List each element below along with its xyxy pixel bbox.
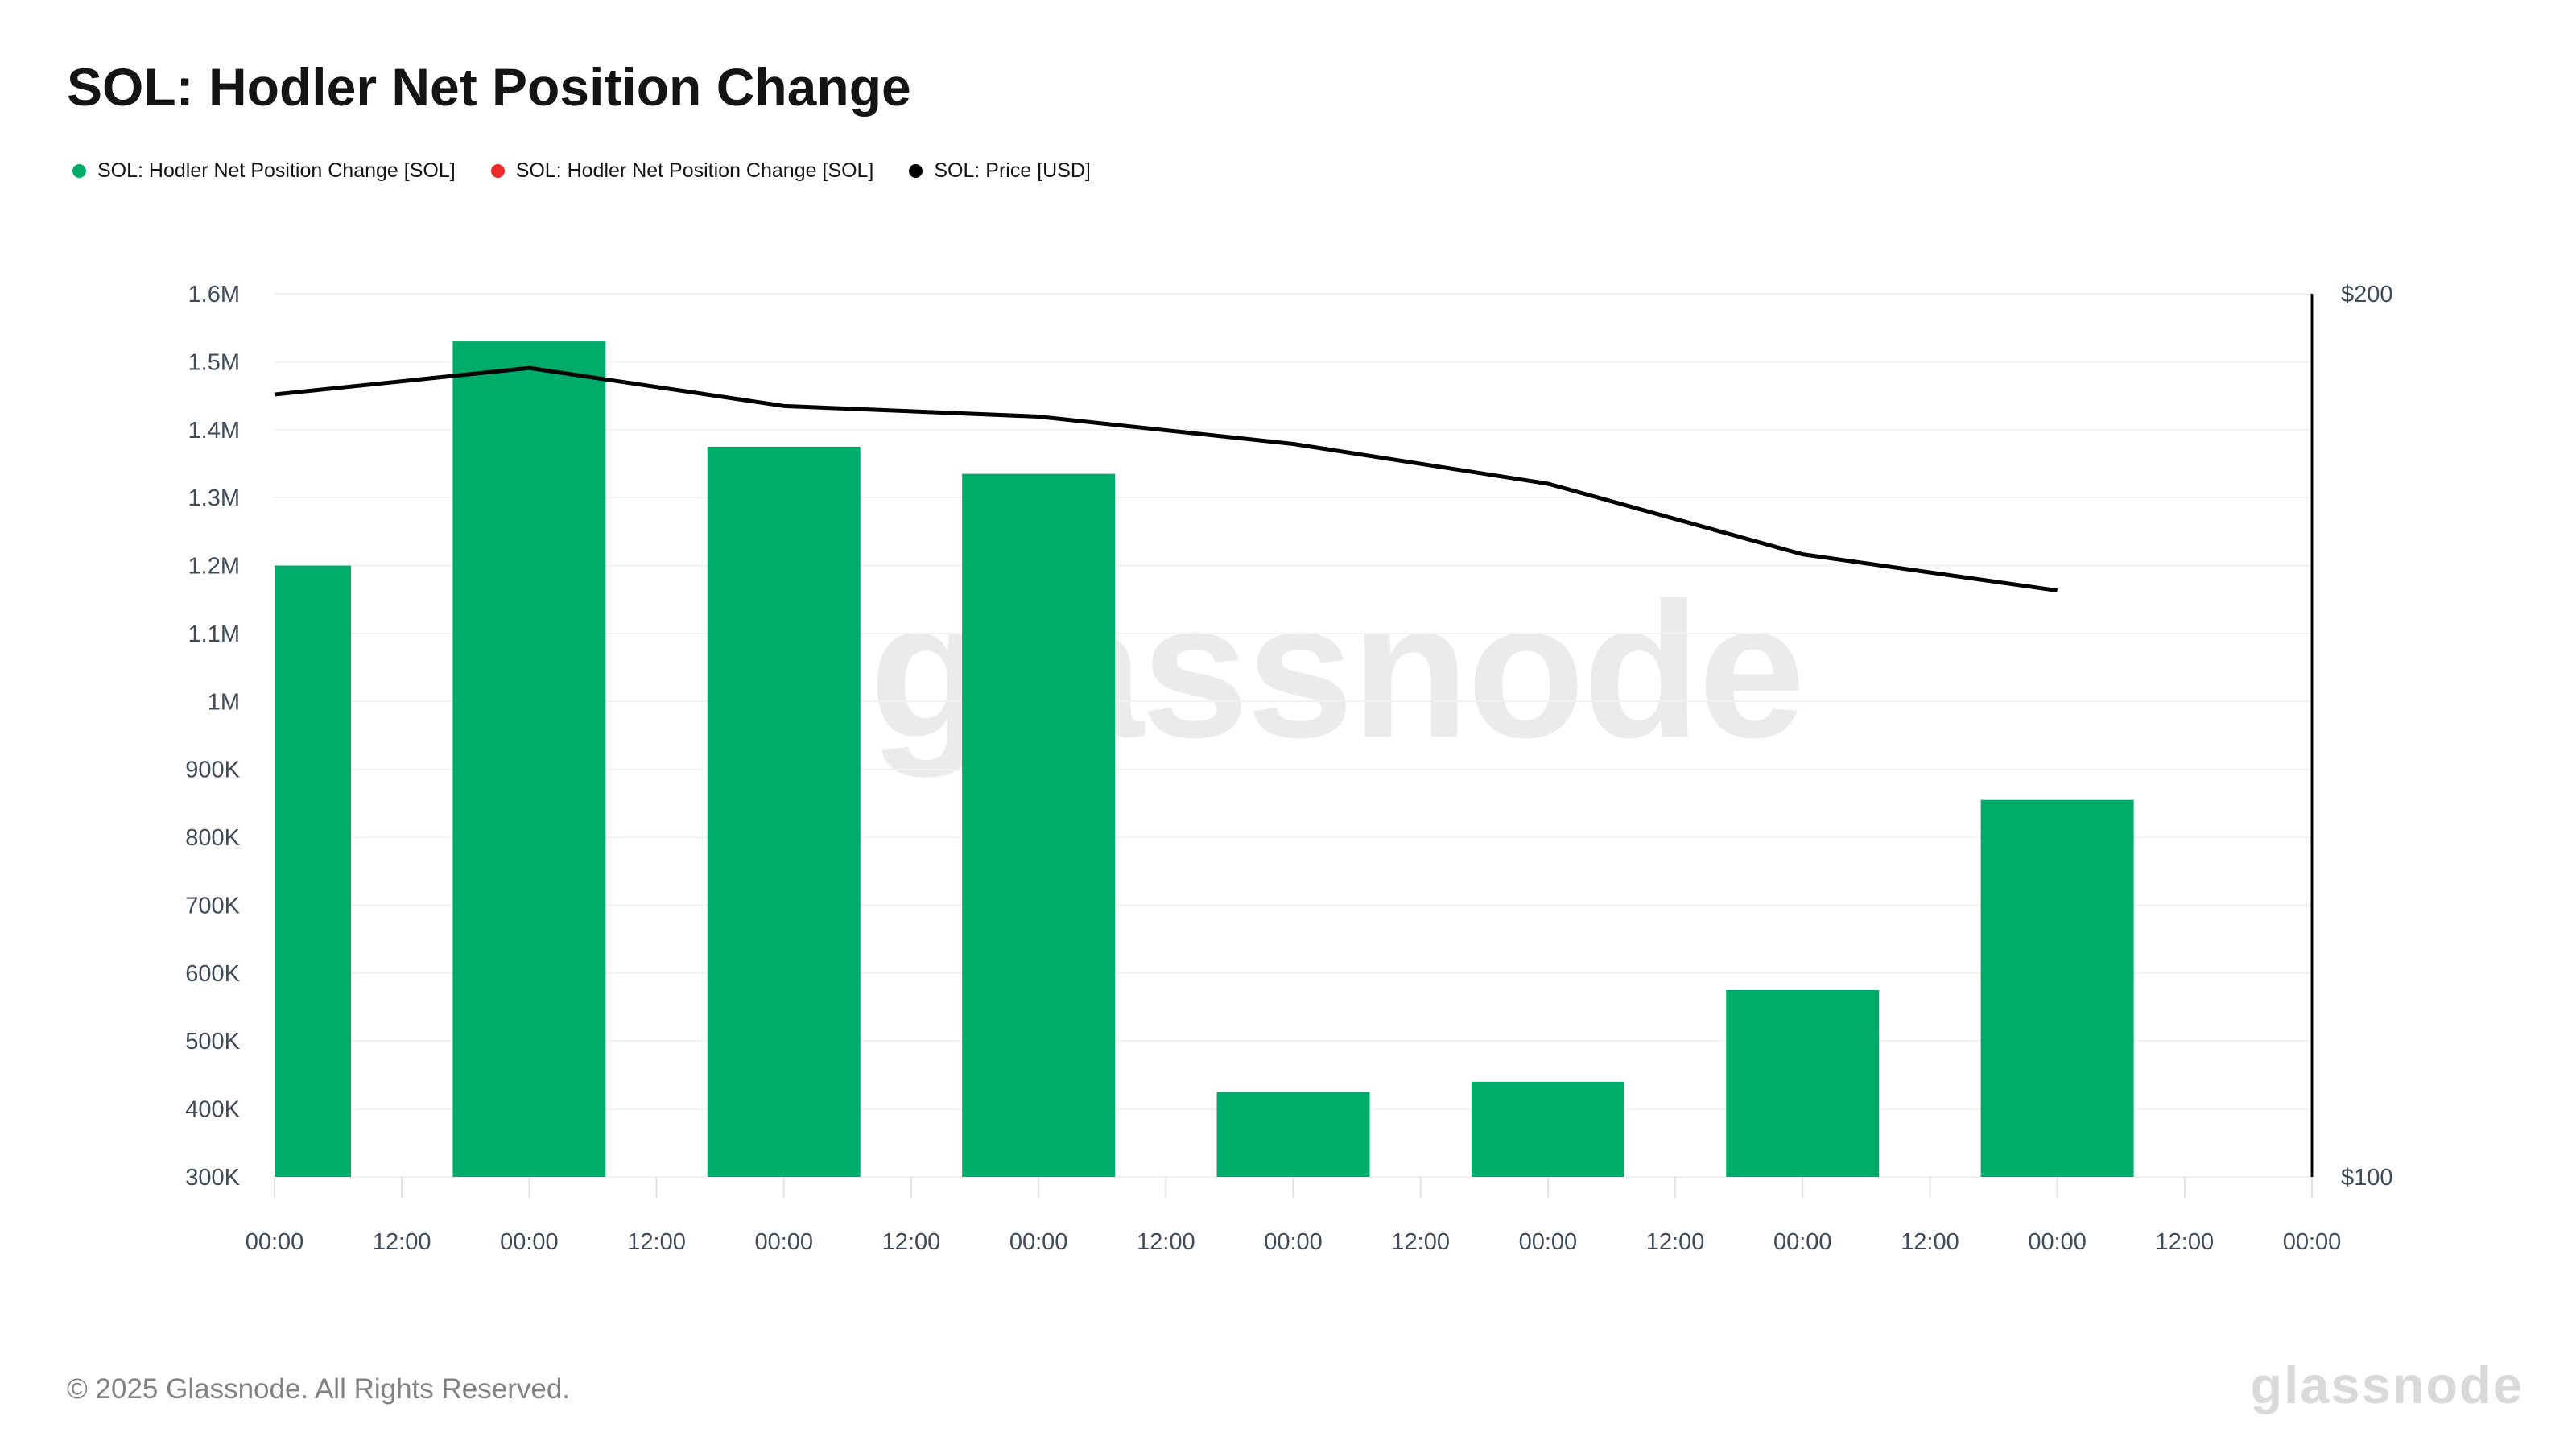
footer-copyright: © 2025 Glassnode. All Rights Reserved. bbox=[67, 1373, 571, 1405]
left-axis-label: 400K bbox=[185, 1097, 240, 1123]
x-axis-label: 00:00 bbox=[500, 1229, 559, 1255]
page-title: SOL: Hodler Net Position Change bbox=[67, 57, 911, 117]
x-axis-label: 12:00 bbox=[1901, 1229, 1959, 1255]
x-axis-label: 00:00 bbox=[1773, 1229, 1832, 1255]
legend-marker-dot bbox=[909, 164, 923, 178]
glassnode-logo: glassnode bbox=[2250, 1356, 2524, 1414]
left-axis-label: 700K bbox=[185, 893, 240, 919]
x-axis-label: 00:00 bbox=[754, 1229, 813, 1255]
legend-marker-dot bbox=[490, 164, 505, 178]
bar-hodler-net-position-change[interactable] bbox=[1216, 1092, 1370, 1177]
bar-hodler-net-position-change[interactable] bbox=[452, 341, 606, 1178]
x-axis-label: 12:00 bbox=[882, 1229, 941, 1255]
x-axis-label: 00:00 bbox=[1009, 1229, 1068, 1255]
x-axis-label: 00:00 bbox=[1519, 1229, 1578, 1255]
bar-hodler-net-position-change[interactable] bbox=[275, 565, 351, 1177]
x-axis-label: 12:00 bbox=[1646, 1229, 1705, 1255]
left-axis-label: 1.4M bbox=[188, 418, 240, 444]
legend-item[interactable]: SOL: Price [USD] bbox=[909, 159, 1091, 183]
left-axis-label: 500K bbox=[185, 1029, 240, 1055]
price-line bbox=[274, 365, 2058, 593]
bar-hodler-net-position-change[interactable] bbox=[1471, 1081, 1624, 1177]
x-axis-label: 12:00 bbox=[373, 1229, 431, 1255]
legend: SOL: Hodler Net Position Change [SOL] SOL… bbox=[72, 159, 1091, 183]
bar-hodler-net-position-change[interactable] bbox=[1726, 989, 1880, 1177]
left-axis-label: 1.6M bbox=[188, 282, 240, 308]
left-axis-label: 600K bbox=[185, 961, 240, 987]
bar-hodler-net-position-change[interactable] bbox=[1980, 799, 2134, 1177]
legend-item-label: SOL: Price [USD] bbox=[934, 159, 1091, 182]
right-axis-label: $200 bbox=[2341, 282, 2393, 308]
legend-item[interactable]: SOL: Hodler Net Position Change [SOL] bbox=[490, 159, 874, 183]
legend-item-label: SOL: Hodler Net Position Change [SOL] bbox=[97, 159, 456, 182]
x-axis-label: 00:00 bbox=[246, 1229, 304, 1255]
right-axis-label: $100 bbox=[2341, 1165, 2393, 1191]
legend-item-label: SOL: Hodler Net Position Change [SOL] bbox=[515, 159, 874, 182]
left-axis-label: 300K bbox=[185, 1165, 240, 1191]
left-axis-label: 1.5M bbox=[188, 349, 240, 375]
left-axis-label: 1.2M bbox=[188, 554, 240, 580]
bar-hodler-net-position-change[interactable] bbox=[707, 446, 861, 1177]
legend-item[interactable]: SOL: Hodler Net Position Change [SOL] bbox=[72, 159, 456, 183]
left-axis-label: 1.3M bbox=[188, 485, 240, 511]
x-axis-label: 00:00 bbox=[2028, 1229, 2087, 1255]
x-axis-label: 00:00 bbox=[2283, 1229, 2342, 1255]
x-axis-label: 12:00 bbox=[1137, 1229, 1195, 1255]
left-axis-label: 1M bbox=[208, 689, 240, 715]
x-axis-label: 12:00 bbox=[627, 1229, 686, 1255]
bar-hodler-net-position-change[interactable] bbox=[962, 473, 1116, 1177]
legend-marker-dot bbox=[72, 164, 86, 178]
left-axis-label: 1.1M bbox=[188, 621, 240, 647]
x-axis-label: 00:00 bbox=[1264, 1229, 1323, 1255]
x-axis-label: 12:00 bbox=[1391, 1229, 1450, 1255]
left-axis-label: 900K bbox=[185, 758, 240, 783]
x-axis-label: 12:00 bbox=[2156, 1229, 2215, 1255]
left-axis-label: 800K bbox=[185, 825, 240, 851]
